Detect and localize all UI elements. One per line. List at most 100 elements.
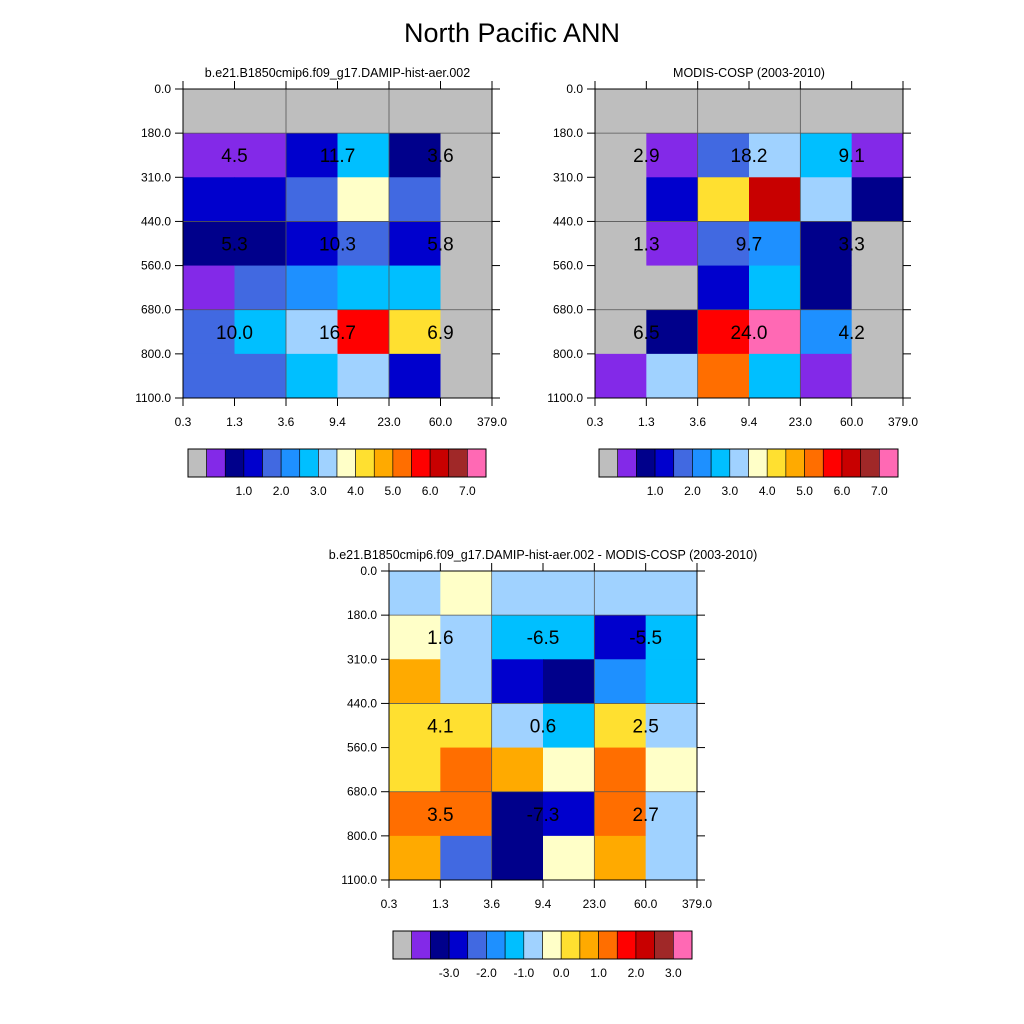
heatmap-cell — [645, 703, 698, 749]
heatmap-cell — [183, 133, 235, 178]
x-tick-label: 379.0 — [682, 897, 712, 911]
heatmap-cell — [440, 791, 493, 837]
x-tick-label: 379.0 — [477, 415, 507, 429]
y-tick-label: 560.0 — [553, 259, 583, 273]
heatmap-cell — [800, 309, 853, 355]
y-tick-label: 0.0 — [360, 564, 377, 578]
colorbar-label: 4.0 — [347, 484, 364, 498]
panel-title: MODIS-COSP (2003-2010) — [673, 66, 825, 80]
y-tick-label: 680.0 — [553, 303, 583, 317]
heatmap-cell — [234, 221, 287, 267]
y-tick-label: 800.0 — [347, 829, 377, 843]
cell-value-label: 11.7 — [320, 146, 356, 167]
heatmap-cell — [389, 353, 441, 399]
heatmap-cell — [234, 265, 287, 311]
y-tick-label: 0.0 — [154, 82, 171, 96]
x-tick-label: 3.6 — [689, 415, 706, 429]
colorbar-swatch — [860, 448, 880, 478]
heatmap-cell — [800, 177, 853, 222]
colorbar-swatch — [879, 448, 899, 478]
y-tick-label: 560.0 — [141, 259, 171, 273]
colorbar-swatch — [467, 930, 487, 960]
heatmap-cell — [697, 177, 750, 222]
colorbar-swatch — [411, 930, 431, 960]
colorbar-label: 3.0 — [665, 966, 682, 980]
heatmap-cell — [337, 133, 390, 178]
heatmap-cell — [749, 89, 801, 134]
colorbar-swatch — [804, 448, 824, 478]
heatmap-cell — [646, 89, 699, 134]
colorbar-swatch — [748, 448, 768, 478]
x-tick-label: 9.4 — [329, 415, 346, 429]
heatmap-cell — [440, 309, 493, 355]
y-tick-label: 680.0 — [141, 303, 171, 317]
heatmap-cell — [646, 133, 699, 178]
colorbar-swatch — [411, 448, 431, 478]
heatmap-cell — [749, 177, 801, 222]
colorbar-swatch — [262, 448, 282, 478]
heatmap-cell — [595, 309, 647, 355]
heatmap-cell — [595, 265, 647, 311]
cell-value-label: 4.2 — [838, 323, 864, 344]
y-tick-label: 180.0 — [141, 126, 171, 140]
heatmap-cell — [851, 177, 904, 222]
heatmap-cell — [234, 353, 287, 399]
colorbar-swatch — [224, 448, 245, 478]
cell-value-label: 2.9 — [633, 146, 659, 167]
heatmap-cell — [851, 353, 904, 399]
colorbar-label: 4.0 — [759, 484, 776, 498]
cell-value-label: 4.5 — [221, 146, 247, 167]
cell-value-label: 6.5 — [633, 323, 659, 344]
colorbar-swatch — [243, 448, 263, 478]
heatmap-cell — [594, 747, 647, 793]
y-tick-label: 800.0 — [141, 347, 171, 361]
cell-value-label: 4.1 — [427, 717, 453, 738]
heatmap-cell — [286, 177, 338, 222]
heatmap-cell — [800, 89, 853, 134]
colorbar-swatch — [710, 448, 731, 478]
colorbar-swatch — [579, 930, 599, 960]
x-tick-label: 0.3 — [587, 415, 604, 429]
colorbar-swatch — [392, 930, 412, 960]
heatmap-cell — [749, 221, 801, 267]
heatmap-cell — [337, 221, 390, 267]
panel-obs: MODIS-COSP (2003-2010) 0.0 180.0 310.0 440.0… — [547, 66, 918, 429]
heatmap-cell — [646, 353, 699, 399]
heatmap-cell — [440, 265, 493, 311]
heatmap-cell — [749, 265, 801, 311]
heatmap-cell — [440, 615, 493, 660]
heatmap-cell — [851, 265, 904, 311]
x-tick-label: 23.0 — [377, 415, 401, 429]
colorbar-swatch — [392, 448, 412, 478]
colorbar-label: 6.0 — [834, 484, 851, 498]
colorbar-label: 3.0 — [310, 484, 327, 498]
colorbar-label: 2.0 — [628, 966, 645, 980]
heatmap-cell — [389, 791, 441, 837]
heatmap-cell — [286, 89, 338, 134]
y-tick-label: 560.0 — [347, 741, 377, 755]
cell-value-label: 24.0 — [731, 323, 768, 344]
x-tick-label: 1.3 — [226, 415, 243, 429]
panel-model: b.e21.B1850cmip6.f09_g17.DAMIP-hist-aer.… — [135, 66, 507, 429]
colorbar-label: 5.0 — [385, 484, 402, 498]
heatmap-cell — [337, 89, 390, 134]
heatmap-cell — [543, 571, 595, 616]
heatmap-cell — [800, 221, 853, 267]
y-tick-label: 310.0 — [553, 170, 583, 184]
colorbar-swatch — [822, 448, 843, 478]
colorbar-swatch — [318, 448, 338, 478]
cell-value-label: 9.1 — [838, 146, 864, 167]
heatmap-cell — [389, 835, 441, 881]
heatmap-cell — [645, 615, 698, 660]
heatmap-cell — [491, 747, 544, 793]
heatmap-cell — [646, 265, 699, 311]
heatmap-cell — [286, 353, 338, 399]
colorbar-label: 1.0 — [590, 966, 607, 980]
colorbar-swatch — [355, 448, 375, 478]
heatmap-cell — [491, 791, 544, 837]
x-tick-label: 1.3 — [432, 897, 449, 911]
colorbar-frame — [392, 930, 693, 960]
y-tick-label: 800.0 — [553, 347, 583, 361]
heatmap-cell — [594, 791, 647, 837]
heatmap-cell — [646, 309, 699, 355]
